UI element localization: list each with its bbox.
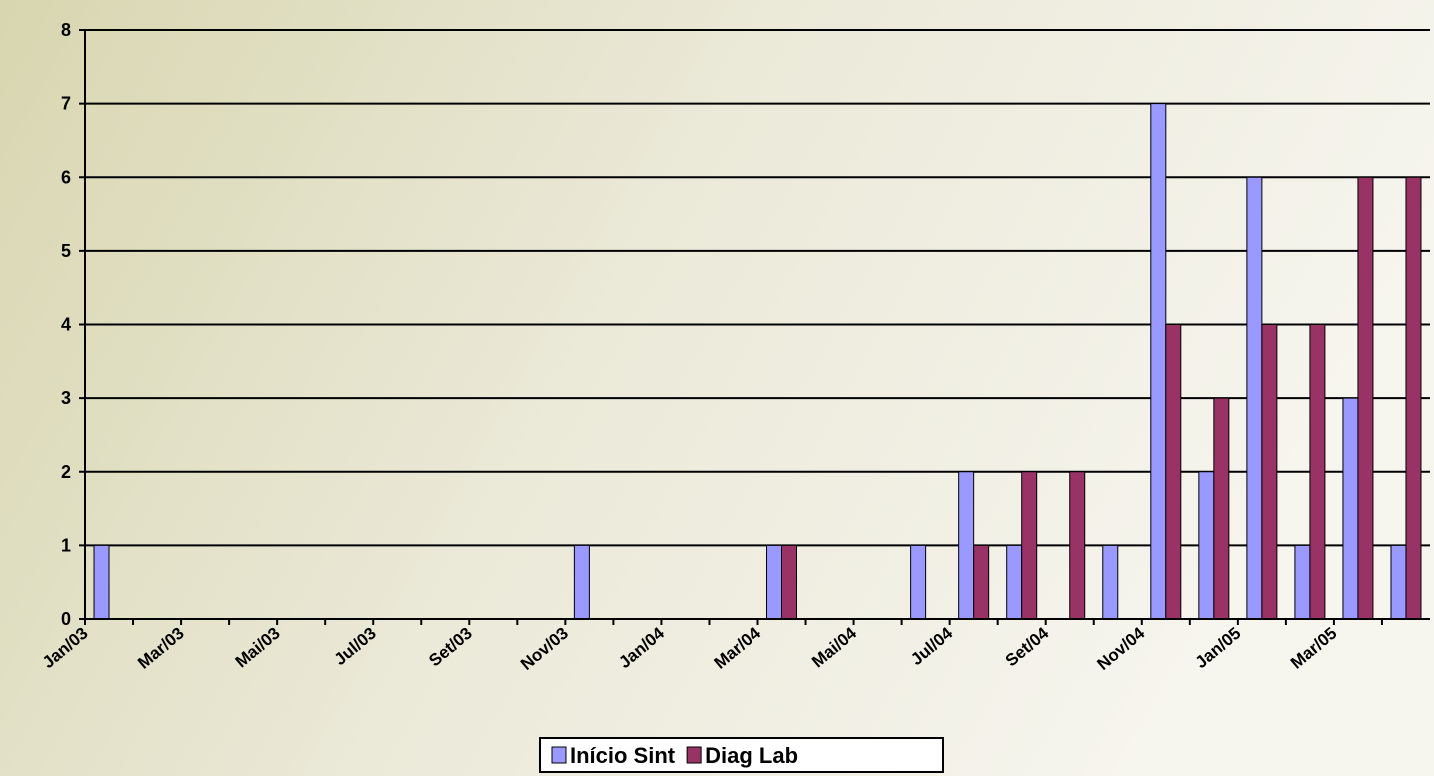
bar [766, 544, 783, 620]
bar [1261, 324, 1278, 620]
bar [1006, 544, 1023, 620]
bar [1150, 103, 1167, 620]
bar [973, 544, 990, 620]
y-tick-label: 4 [61, 315, 71, 335]
y-tick-label: 3 [61, 388, 71, 408]
bar [910, 544, 927, 620]
bar [781, 544, 798, 620]
y-tick-label: 0 [61, 609, 71, 629]
legend-swatch [551, 746, 567, 764]
bar [93, 544, 110, 620]
bar [1405, 176, 1422, 620]
y-tick-label: 1 [61, 535, 71, 555]
legend-box [539, 737, 944, 773]
legend-label: Diag Lab [705, 743, 798, 768]
bar [1357, 176, 1374, 620]
bar [573, 544, 590, 620]
bar [1198, 471, 1215, 620]
bar [1342, 397, 1359, 620]
y-tick-label: 8 [61, 20, 71, 40]
y-tick-label: 7 [61, 94, 71, 114]
legend-label: Início Sint [570, 743, 676, 768]
bar [1021, 471, 1038, 620]
y-tick-label: 5 [61, 241, 71, 261]
y-tick-label: 6 [61, 167, 71, 187]
bar [1213, 397, 1230, 620]
bar [1294, 544, 1311, 620]
bar [1309, 324, 1326, 620]
bar [958, 471, 975, 620]
bar [1102, 544, 1119, 620]
legend-swatch [686, 746, 702, 764]
bar [1069, 471, 1086, 620]
bar [1390, 544, 1407, 620]
legend: Início Sint Diag Lab [539, 737, 944, 773]
bar [1246, 176, 1263, 620]
bar [1165, 324, 1182, 620]
y-tick-label: 2 [61, 462, 71, 482]
